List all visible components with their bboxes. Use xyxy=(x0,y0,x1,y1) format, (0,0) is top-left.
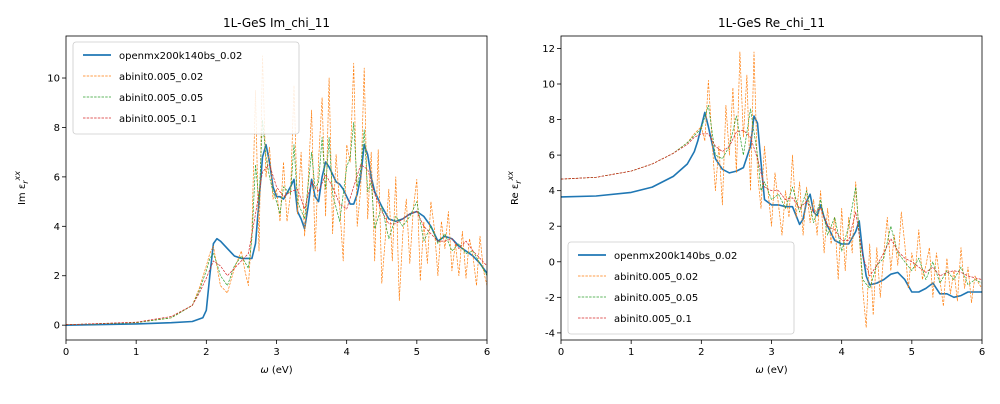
x-axis-label: ω (eV) xyxy=(260,365,292,376)
y-tick-label: 2 xyxy=(54,271,60,282)
legend-label: abinit0.005_0.1 xyxy=(614,314,692,325)
series-group xyxy=(561,51,982,328)
series-line-openmx200k140bs_0.02 xyxy=(561,111,982,299)
legend-label: abinit0.005_0.02 xyxy=(119,72,203,83)
x-tick-label: 5 xyxy=(909,347,915,358)
x-tick-label: 0 xyxy=(558,347,564,358)
series-line-abinit0.005_0.05 xyxy=(66,119,487,326)
legend-label: openmx200k140bs_0.02 xyxy=(119,51,242,62)
legend-label: abinit0.005_0.05 xyxy=(614,293,698,304)
y-tick-label: 4 xyxy=(549,186,555,197)
y-tick-label: 10 xyxy=(47,74,60,85)
y-tick-label: 0 xyxy=(549,257,555,268)
x-tick-label: 1 xyxy=(133,347,139,358)
series-line-openmx200k140bs_0.02 xyxy=(66,143,487,326)
legend: openmx200k140bs_0.02 abinit0.005_0.02abin… xyxy=(567,241,795,335)
legend-label: openmx200k140bs_0.02 xyxy=(614,251,737,262)
y-tick-label: -4 xyxy=(545,328,555,339)
x-tick-label: 6 xyxy=(484,347,490,358)
x-tick-label: 2 xyxy=(698,347,704,358)
legend-box xyxy=(72,41,300,135)
x-tick-label: 1 xyxy=(628,347,634,358)
x-tick-label: 3 xyxy=(768,347,774,358)
x-tick-label: 2 xyxy=(203,347,209,358)
y-tick-label: 10 xyxy=(542,80,555,91)
chart-title: 1L-GeS Im_chi_11 xyxy=(223,16,330,30)
series-line-abinit0.005_0.1 xyxy=(66,164,487,326)
series-line-abinit0.005_0.02 xyxy=(561,51,982,328)
y-axis-label: Im εrxx xyxy=(13,171,30,205)
legend-label: abinit0.005_0.05 xyxy=(119,93,203,104)
y-tick-label: 2 xyxy=(549,222,555,233)
series-group xyxy=(66,55,487,326)
x-axis-label: ω (eV) xyxy=(755,365,787,376)
x-tick-label: 5 xyxy=(414,347,420,358)
series-line-abinit0.005_0.05 xyxy=(561,104,982,289)
y-tick-label: 0 xyxy=(54,321,60,332)
y-tick-label: 6 xyxy=(549,151,555,162)
x-tick-label: 4 xyxy=(838,347,844,358)
y-axis-label: Re εrxx xyxy=(506,171,523,205)
series-line-abinit0.005_0.1 xyxy=(561,129,982,280)
x-tick-label: 3 xyxy=(273,347,279,358)
legend: openmx200k140bs_0.02 abinit0.005_0.02abin… xyxy=(72,41,300,135)
y-tick-label: 12 xyxy=(542,44,555,55)
legend-label: abinit0.005_0.02 xyxy=(614,272,698,283)
y-tick-label: 4 xyxy=(54,222,60,233)
legend-label: abinit0.005_0.1 xyxy=(119,114,197,125)
chart-im-chi: 0 1 2 3 4 5 6 0 2 4 6 8 10 1L-GeS Im_chi_11 ω (eV) Im ε… xyxy=(13,16,490,376)
y-tick-label: 8 xyxy=(549,115,555,126)
series-line-abinit0.005_0.02 xyxy=(66,55,487,326)
x-tick-label: 0 xyxy=(63,347,69,358)
x-tick-label: 6 xyxy=(979,347,985,358)
x-tick-label: 4 xyxy=(343,347,349,358)
chart-title: 1L-GeS Re_chi_11 xyxy=(718,16,825,30)
y-tick-label: 6 xyxy=(54,172,60,183)
y-tick-label: -2 xyxy=(545,293,555,304)
legend-box xyxy=(567,241,795,335)
y-tick-label: 8 xyxy=(54,123,60,134)
